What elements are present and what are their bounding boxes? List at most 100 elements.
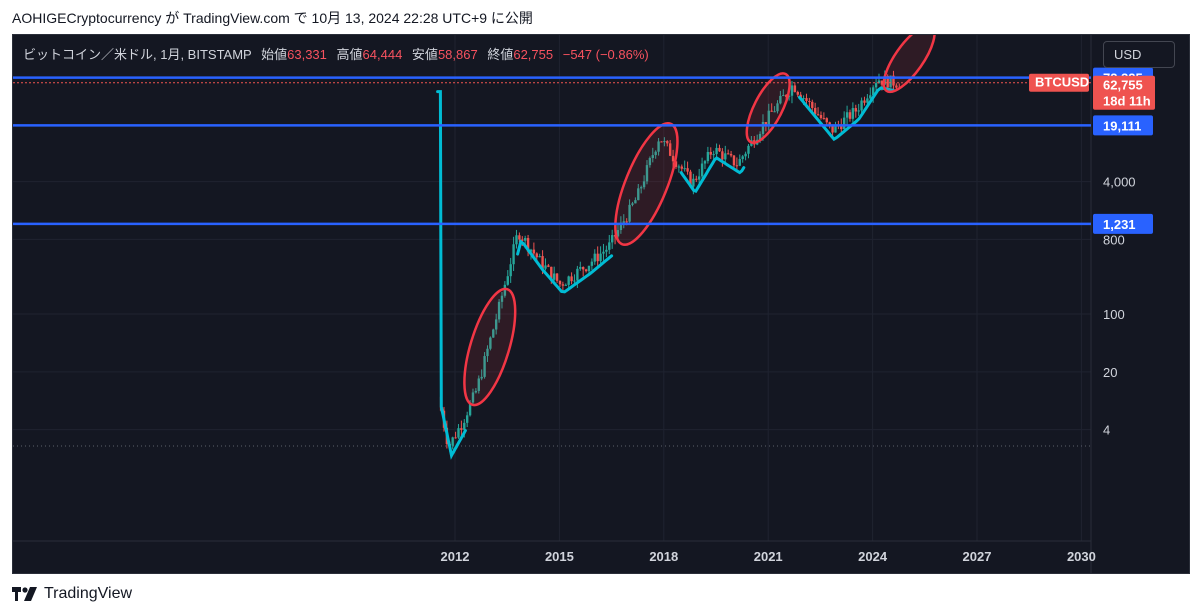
candle-body [874, 83, 878, 88]
highlight-ellipse [614, 122, 679, 246]
candle-body [663, 141, 666, 143]
candle-body [584, 269, 588, 272]
x-tick-label: 2012 [441, 549, 470, 564]
candle-body [460, 428, 463, 430]
candle-body [831, 125, 834, 133]
low-value: 58,867 [437, 47, 478, 62]
candle-body [605, 249, 608, 252]
high-value: 64,444 [362, 47, 403, 62]
candle-body [561, 284, 565, 286]
candle-body [506, 276, 509, 285]
candle-body [463, 422, 466, 430]
candle-body [550, 266, 553, 280]
candle-body [863, 100, 866, 103]
candle-body [860, 100, 863, 111]
cup-curve [436, 90, 467, 460]
candle-body [840, 124, 843, 130]
candle-body [845, 112, 849, 118]
candle-body [784, 95, 788, 97]
candle-body [619, 222, 623, 231]
candle-body [593, 253, 596, 262]
candle-body [515, 235, 518, 245]
candle-body [816, 114, 820, 116]
candle-body [657, 141, 660, 152]
candle-body [486, 348, 489, 357]
last-price-box [1093, 75, 1155, 110]
candle-body [892, 75, 895, 86]
candle-body [483, 356, 486, 377]
x-tick-label: 2018 [649, 549, 678, 564]
candle-body [782, 95, 785, 97]
candle-body [512, 244, 515, 265]
candle-body [692, 178, 695, 187]
grid-lines [13, 35, 1091, 541]
candle-body [703, 161, 707, 164]
candle-body [869, 95, 872, 99]
candle-body [744, 153, 747, 157]
x-tick-label: 2015 [545, 549, 574, 564]
candle-body [558, 280, 562, 285]
author-name[interactable]: AOHIGECryptocurrency [12, 10, 162, 26]
candle-body [857, 110, 860, 112]
candle-body [648, 158, 652, 166]
candle-body [576, 268, 579, 281]
cup-curve [679, 156, 746, 194]
y-tick-label: 800 [1103, 232, 1125, 247]
price-level-tag-label: 19,111 [1103, 118, 1141, 133]
candle-body [741, 156, 744, 160]
y-tick-label: 100 [1103, 307, 1125, 322]
candle-body [758, 133, 762, 140]
candle-body [822, 118, 826, 120]
candle-body [735, 165, 739, 167]
chart-panel[interactable]: ビットコイン／米ドル, 1月, BITSTAMP 始値63,331 高値64,4… [12, 34, 1190, 574]
candle-body [732, 155, 736, 166]
tradingview-logo-icon [12, 587, 37, 601]
candle-body [497, 301, 501, 320]
y-tick-label: 4 [1103, 423, 1110, 438]
candle-body [677, 166, 681, 168]
currency-button[interactable]: USD [1103, 41, 1175, 68]
bar-countdown: 18d 11h [1103, 94, 1151, 109]
candle-body [492, 329, 495, 338]
candle-body [567, 276, 570, 285]
candle-body [544, 265, 547, 269]
candle-body [596, 253, 599, 262]
candle-body [811, 101, 814, 108]
candle-body [695, 178, 698, 180]
candle-series [439, 70, 901, 452]
candle-body [639, 187, 643, 189]
candle-body [454, 437, 457, 439]
candle-body [645, 165, 649, 182]
candle-body [877, 80, 881, 84]
candle-body [547, 265, 550, 267]
candle-body [590, 261, 594, 266]
candle-body [523, 238, 527, 241]
cup-curve [516, 239, 614, 294]
candle-body [779, 95, 782, 104]
candle-body [819, 115, 823, 119]
candle-body [555, 273, 559, 281]
candle-body [634, 200, 637, 204]
candle-body [480, 376, 483, 379]
highlight-ellipse [882, 35, 936, 94]
candle-body [776, 103, 779, 112]
candle-body [628, 204, 631, 222]
candle-body [680, 166, 683, 169]
low-label: 安値 [411, 47, 438, 62]
candle-body [808, 100, 811, 102]
candle-body [474, 390, 478, 393]
candle-body [773, 111, 776, 113]
candle-body [700, 163, 704, 177]
candle-body [851, 108, 855, 119]
last-price-value: 62,755 [1103, 78, 1143, 93]
candle-body [477, 378, 480, 391]
candle-body [848, 112, 852, 119]
candle-body [683, 168, 686, 170]
y-tick-label: 20 [1103, 365, 1117, 380]
candle-body [529, 249, 533, 252]
price-level-tag [1093, 115, 1153, 136]
